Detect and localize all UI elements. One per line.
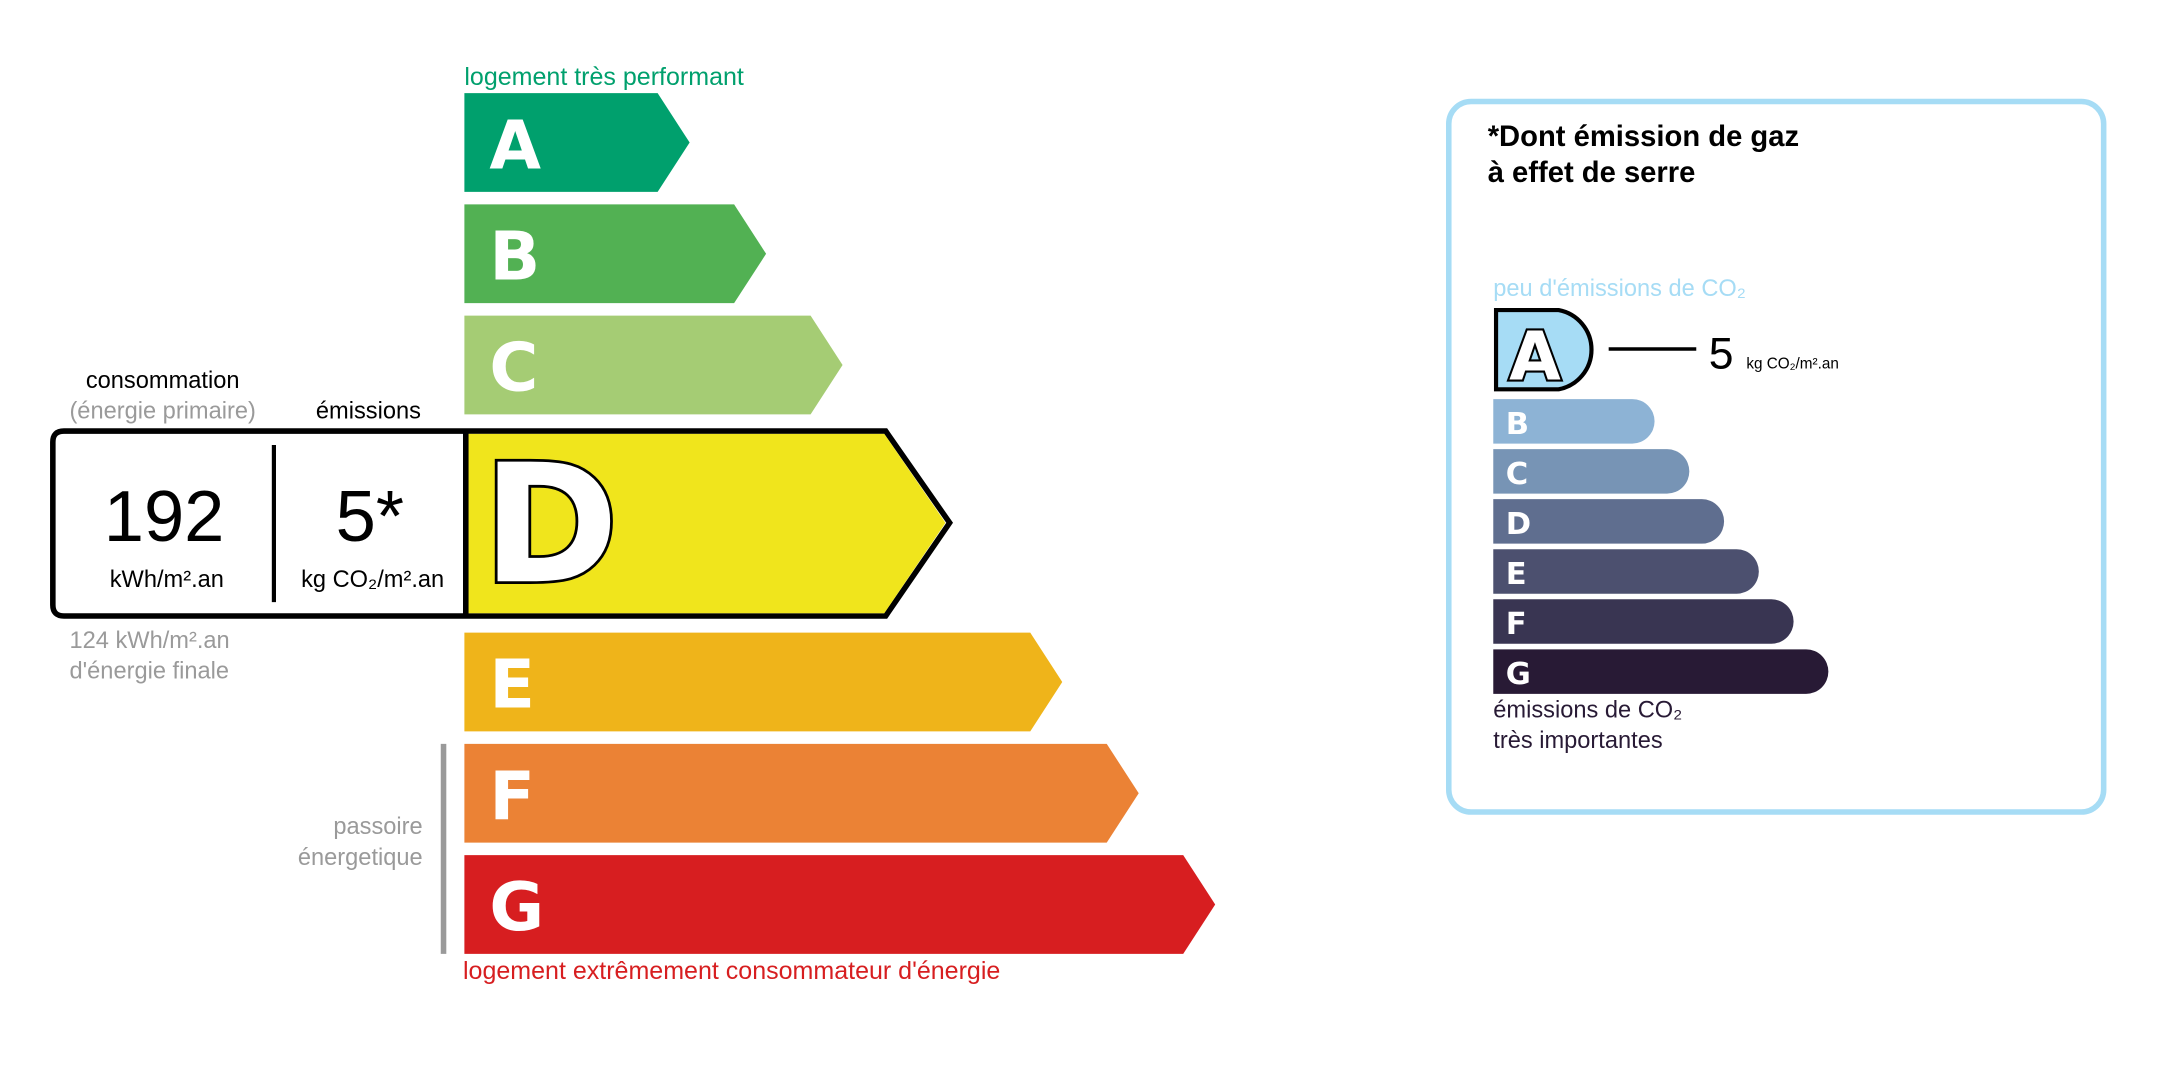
energy-bar-letter: C xyxy=(489,329,538,407)
ges-value: 5 xyxy=(1709,329,1734,378)
passoire-label-1: passoire xyxy=(333,814,422,840)
consumption-value: 192 xyxy=(104,477,225,557)
consumption-header: consommation xyxy=(86,368,240,394)
ges-bar-letter: C xyxy=(1506,457,1528,492)
emissions-value: 5* xyxy=(336,477,404,557)
ges-bar-letter: D xyxy=(1506,507,1531,542)
ges-bottom-label-1: émissions de CO₂ xyxy=(1493,697,1682,723)
ges-bar-d xyxy=(1493,499,1725,544)
top-label: logement très performant xyxy=(464,63,744,91)
consumption-subheader: (énergie primaire) xyxy=(69,399,255,425)
energy-bar-d xyxy=(467,433,946,614)
emissions-header: émissions xyxy=(316,399,421,425)
energy-bar-e xyxy=(464,632,1063,732)
passoire-label-2: énergetique xyxy=(298,845,423,871)
ges-bar-e xyxy=(1493,549,1759,594)
energy-bar-letter: G xyxy=(489,868,544,946)
ges-panel: *Dont émission de gaz à effet de serre p… xyxy=(1446,98,2107,815)
ges-unit: kg CO₂/m².an xyxy=(1746,355,1839,372)
current-class-letter: D xyxy=(483,429,619,620)
energy-bar-f xyxy=(464,743,1139,843)
energy-bar-letter: F xyxy=(489,757,535,835)
energy-bar-b xyxy=(464,204,767,304)
ges-bottom-label-2: très importantes xyxy=(1493,728,1662,754)
ges-bar-letter: E xyxy=(1506,557,1527,592)
bottom-label: logement extrêmement consommateur d'éner… xyxy=(463,957,1000,985)
consumption-unit: kWh/m².an xyxy=(110,567,224,593)
emissions-unit: kg CO₂/m².an xyxy=(301,567,444,593)
ges-bar-a xyxy=(1493,308,1594,392)
energy-bar-a xyxy=(464,93,690,192)
energy-bar-letter: B xyxy=(489,217,540,295)
ges-bar-letter: G xyxy=(1506,657,1531,692)
ges-bar-letter: B xyxy=(1506,407,1529,442)
final-energy-value: 124 kWh/m².an xyxy=(70,628,230,654)
energy-bar-g xyxy=(464,855,1216,954)
ges-top-label: peu d'émissions de CO₂ xyxy=(1493,276,1746,302)
final-energy-label: d'énergie finale xyxy=(70,659,230,685)
ges-bar-f xyxy=(1493,599,1794,644)
ges-bar-c xyxy=(1493,449,1690,494)
current-class-box: D 192 kWh/m².an 5* kg CO₂/m².an xyxy=(50,426,954,623)
energy-bar-letter: A xyxy=(489,106,541,184)
ges-bar-letter: F xyxy=(1506,607,1527,642)
energy-bar-letter: E xyxy=(489,646,535,724)
ges-title-line2: à effet de serre xyxy=(1488,157,1696,189)
ges-current-letter: A xyxy=(1509,318,1561,396)
ges-title-line1: *Dont émission de gaz xyxy=(1488,121,1799,153)
ges-bar-g xyxy=(1493,649,1829,694)
ges-bar-b xyxy=(1493,399,1655,444)
energy-bar-c xyxy=(464,315,843,415)
